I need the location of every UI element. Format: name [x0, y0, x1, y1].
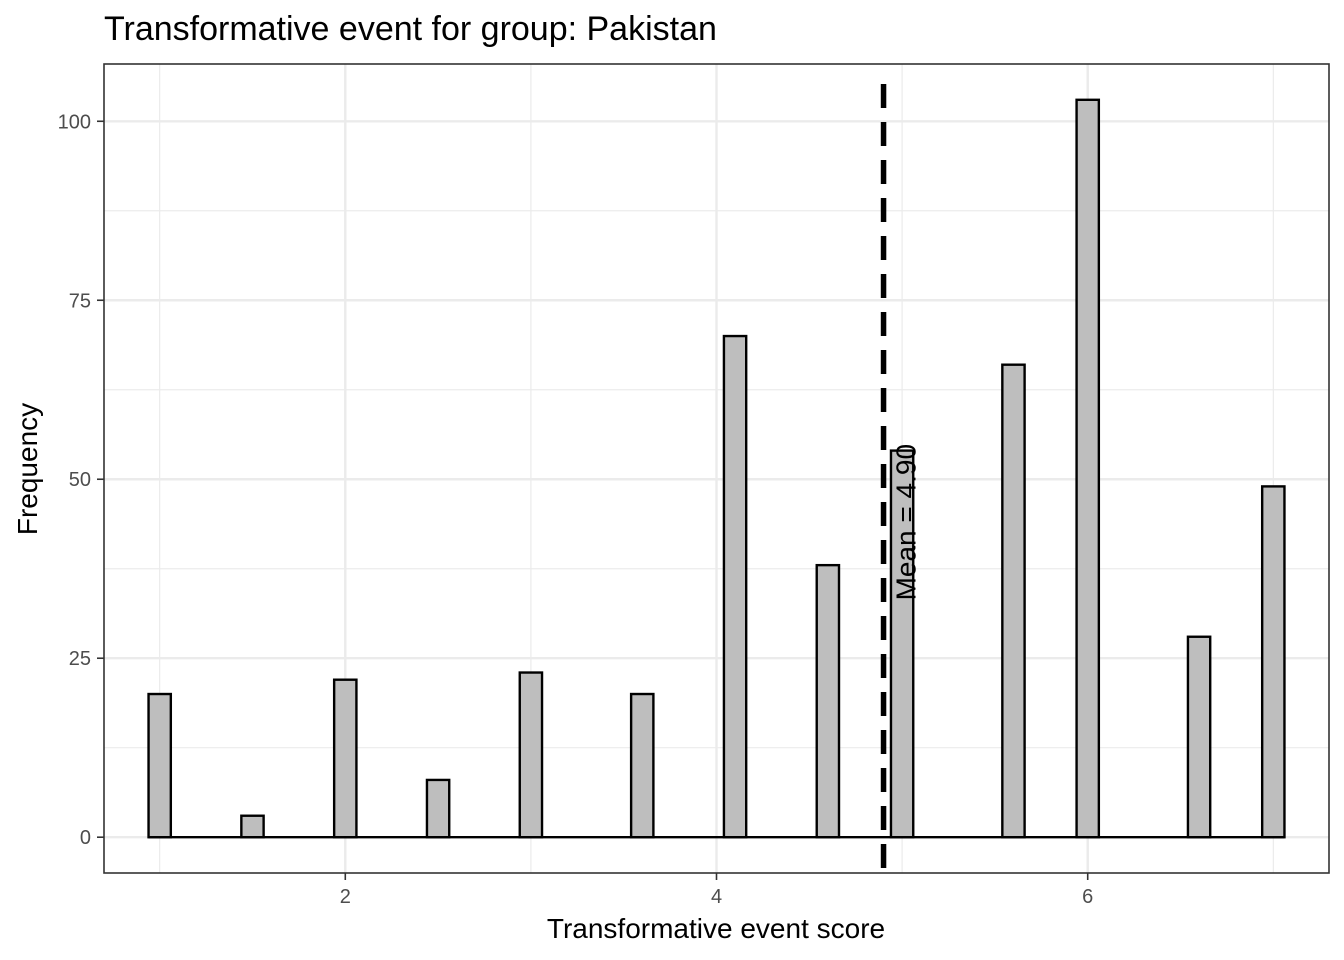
histogram-bar [147, 692, 173, 839]
histogram-bar [425, 778, 451, 839]
mean-annotation: Mean = 4.90 [880, 84, 922, 873]
histogram-bar [518, 671, 544, 839]
histogram-bar [332, 678, 358, 839]
histogram-bar [889, 449, 915, 839]
y-axis-title: Frequency [12, 403, 43, 535]
y-tick-label: 0 [80, 827, 91, 849]
x-axis-title: Transformative event score [547, 913, 885, 944]
y-tick-label: 75 [69, 290, 91, 312]
x-tick-label: 4 [711, 886, 722, 908]
histogram-bar [815, 563, 841, 839]
chart-title: Transformative event for group: Pakistan [104, 10, 717, 48]
axes: 0 25 50 75 100 2 4 6 [58, 111, 1094, 908]
x-tick-label: 2 [340, 886, 351, 908]
histogram-bar [240, 814, 265, 839]
grid-lines [104, 64, 1329, 873]
histogram-bar [1186, 635, 1212, 839]
y-tick-label: 100 [58, 111, 91, 133]
y-tick-label: 25 [69, 648, 91, 670]
histogram-bar [1260, 485, 1286, 839]
histogram-bar [722, 334, 748, 839]
histogram-bar [1075, 98, 1101, 839]
histogram-bar [629, 692, 655, 839]
x-tick-label: 6 [1082, 886, 1093, 908]
mean-label: Mean = 4.90 [891, 444, 922, 600]
histogram-bar [1001, 363, 1026, 839]
bars [147, 98, 1286, 839]
y-tick-label: 50 [69, 469, 91, 491]
